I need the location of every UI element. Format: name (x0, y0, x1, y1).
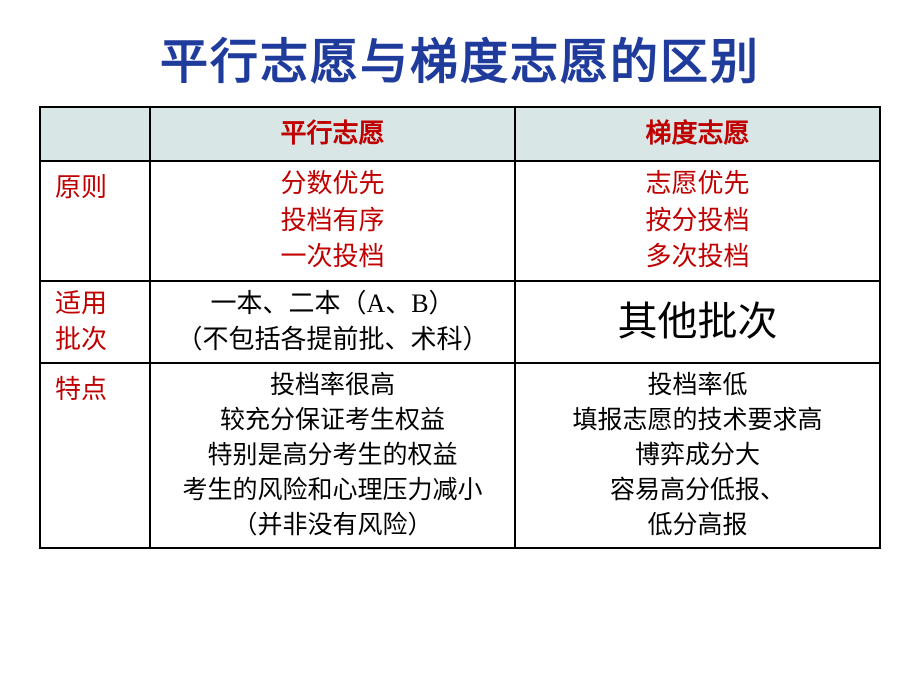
row-label-principle: 原则 (40, 161, 150, 280)
table-row: 原则 分数优先 投档有序 一次投档 志愿优先 按分投档 多次投档 (40, 161, 880, 280)
page-title: 平行志愿与梯度志愿的区别 (0, 0, 920, 106)
cell-batch-a: 一本、二本（A、B） （不包括各提前批、术科） (150, 281, 515, 364)
table-row: 特点 投档率很高 较充分保证考生权益 特别是高分考生的权益 考生的风险和心理压力… (40, 363, 880, 548)
comparison-table: 平行志愿 梯度志愿 原则 分数优先 投档有序 一次投档 志愿优先 按分投档 多次… (39, 106, 881, 549)
cell-principle-b: 志愿优先 按分投档 多次投档 (515, 161, 880, 280)
header-blank (40, 107, 150, 161)
table-row: 适用 批次 一本、二本（A、B） （不包括各提前批、术科） 其他批次 (40, 281, 880, 364)
table-header-row: 平行志愿 梯度志愿 (40, 107, 880, 161)
cell-feature-b: 投档率低 填报志愿的技术要求高 博弈成分大 容易高分低报、 低分高报 (515, 363, 880, 548)
header-col-b: 梯度志愿 (515, 107, 880, 161)
cell-batch-b: 其他批次 (515, 281, 880, 364)
cell-feature-a: 投档率很高 较充分保证考生权益 特别是高分考生的权益 考生的风险和心理压力减小 … (150, 363, 515, 548)
cell-principle-a: 分数优先 投档有序 一次投档 (150, 161, 515, 280)
row-label-batch: 适用 批次 (40, 281, 150, 364)
header-col-a: 平行志愿 (150, 107, 515, 161)
row-label-feature: 特点 (40, 363, 150, 548)
